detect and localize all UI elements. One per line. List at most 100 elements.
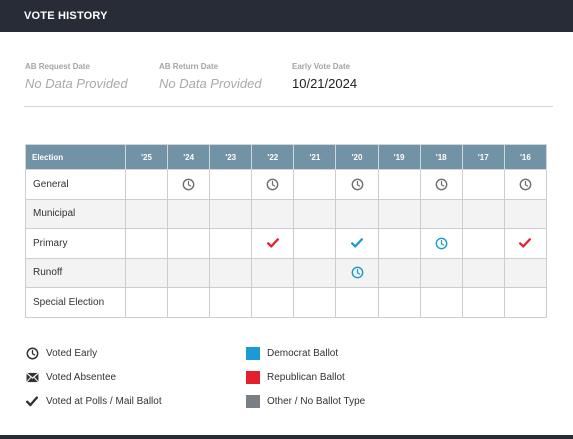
table-header-row: Election '25'24'23'22'21'20'19'18'17'16	[25, 144, 547, 170]
column-header-election: Election	[25, 144, 126, 170]
clock-icon	[182, 178, 195, 191]
vote-cell	[209, 287, 253, 318]
vote-cell	[167, 169, 211, 200]
vote-cell	[209, 198, 253, 229]
ab-return-date: AB Return Date No Data Provided	[159, 62, 262, 91]
legend-label: Democrat Ballot	[267, 347, 339, 359]
election-type-label: Primary	[25, 228, 126, 259]
legend-label: Other / No Ballot Type	[267, 395, 366, 407]
vote-cell	[167, 257, 211, 288]
election-type-label: Municipal	[25, 198, 126, 229]
vote-cell	[461, 169, 505, 200]
republican-swatch	[246, 370, 260, 384]
vote-cell	[461, 287, 505, 318]
vote-cell	[251, 287, 295, 318]
envelope-icon	[25, 370, 39, 384]
vote-cell	[251, 169, 295, 200]
date-label: Early Vote Date	[292, 62, 351, 71]
legend-label: Voted Absentee	[46, 371, 117, 383]
vote-cell	[419, 228, 463, 259]
vote-cell	[503, 228, 547, 259]
column-header-year: '25	[124, 144, 169, 170]
legend-label: Voted Early	[46, 347, 98, 359]
election-type-label: Runoff	[25, 257, 126, 288]
section-title: VOTE HISTORY	[24, 10, 108, 22]
vote-cell	[503, 257, 547, 288]
table-row: General	[25, 169, 547, 200]
vote-cell	[461, 198, 505, 229]
column-header-year: '19	[377, 144, 421, 170]
legend-voted-absentee: Voted Absentee	[25, 370, 116, 384]
date-label: AB Return Date	[159, 62, 219, 71]
clock-icon	[351, 266, 364, 279]
democrat-swatch	[246, 346, 260, 360]
vote-cell	[461, 228, 505, 259]
table-row: Runoff	[25, 257, 547, 288]
divider	[24, 106, 553, 107]
clock-icon	[435, 178, 448, 191]
vote-cell	[503, 198, 547, 229]
vote-cell	[209, 228, 253, 259]
vote-cell	[377, 198, 421, 229]
vote-cell	[419, 257, 463, 288]
vote-cell	[377, 228, 421, 259]
column-header-year: '23	[209, 144, 253, 170]
column-header-year: '16	[503, 144, 547, 170]
checkmark-icon	[351, 238, 363, 249]
vote-cell	[251, 198, 295, 229]
vote-cell	[377, 257, 421, 288]
vote-cell	[335, 198, 379, 229]
vote-cell	[209, 169, 253, 200]
vote-cell	[167, 198, 211, 229]
clock-icon	[435, 237, 448, 250]
column-header-year: '21	[293, 144, 337, 170]
legend-other-ballot: Other / No Ballot Type	[246, 394, 365, 408]
checkmark-icon	[519, 238, 532, 249]
vote-cell	[124, 228, 169, 259]
vote-history-table: Election '25'24'23'22'21'20'19'18'17'16 …	[25, 144, 547, 318]
column-header-year: '24	[167, 144, 211, 170]
vote-cell	[335, 169, 379, 200]
date-value: No Data Provided	[25, 76, 128, 91]
vote-cell	[503, 169, 547, 200]
vote-cell	[293, 169, 337, 200]
clock-icon	[25, 346, 39, 360]
footer-bar	[0, 435, 573, 439]
legend-voted-early: Voted Early	[25, 346, 97, 360]
vote-cell	[419, 198, 463, 229]
clock-icon	[519, 178, 532, 191]
vote-cell	[377, 287, 421, 318]
vote-cell	[124, 287, 169, 318]
vote-cell	[293, 198, 337, 229]
vote-cell	[503, 287, 547, 318]
election-type-label: Special Election	[25, 287, 126, 318]
early-vote-date: Early Vote Date 10/21/2024	[292, 62, 357, 91]
vote-cell	[335, 257, 379, 288]
date-label: AB Request Date	[25, 62, 90, 71]
election-type-label: General	[25, 169, 126, 200]
vote-cell	[335, 228, 379, 259]
legend-voted-polls: Voted at Polls / Mail Ballot	[25, 394, 162, 408]
vote-cell	[419, 287, 463, 318]
column-header-year: '20	[335, 144, 379, 170]
column-header-year: '18	[419, 144, 463, 170]
table-row: Municipal	[25, 198, 547, 229]
table-row: Primary	[25, 228, 547, 259]
vote-cell	[251, 228, 295, 259]
checkmark-icon	[25, 394, 39, 408]
section-header: VOTE HISTORY	[0, 0, 573, 32]
checkmark-icon	[266, 238, 279, 249]
ab-request-date: AB Request Date No Data Provided	[25, 62, 128, 91]
date-value: No Data Provided	[159, 76, 262, 91]
vote-cell	[124, 169, 169, 200]
vote-cell	[335, 287, 379, 318]
vote-cell	[209, 257, 253, 288]
other-swatch	[246, 394, 260, 408]
column-header-year: '22	[251, 144, 295, 170]
vote-cell	[124, 198, 169, 229]
clock-icon	[266, 178, 279, 191]
vote-cell	[167, 287, 211, 318]
vote-cell	[377, 169, 421, 200]
vote-cell	[167, 228, 211, 259]
legend-label: Voted at Polls / Mail Ballot	[46, 395, 162, 407]
